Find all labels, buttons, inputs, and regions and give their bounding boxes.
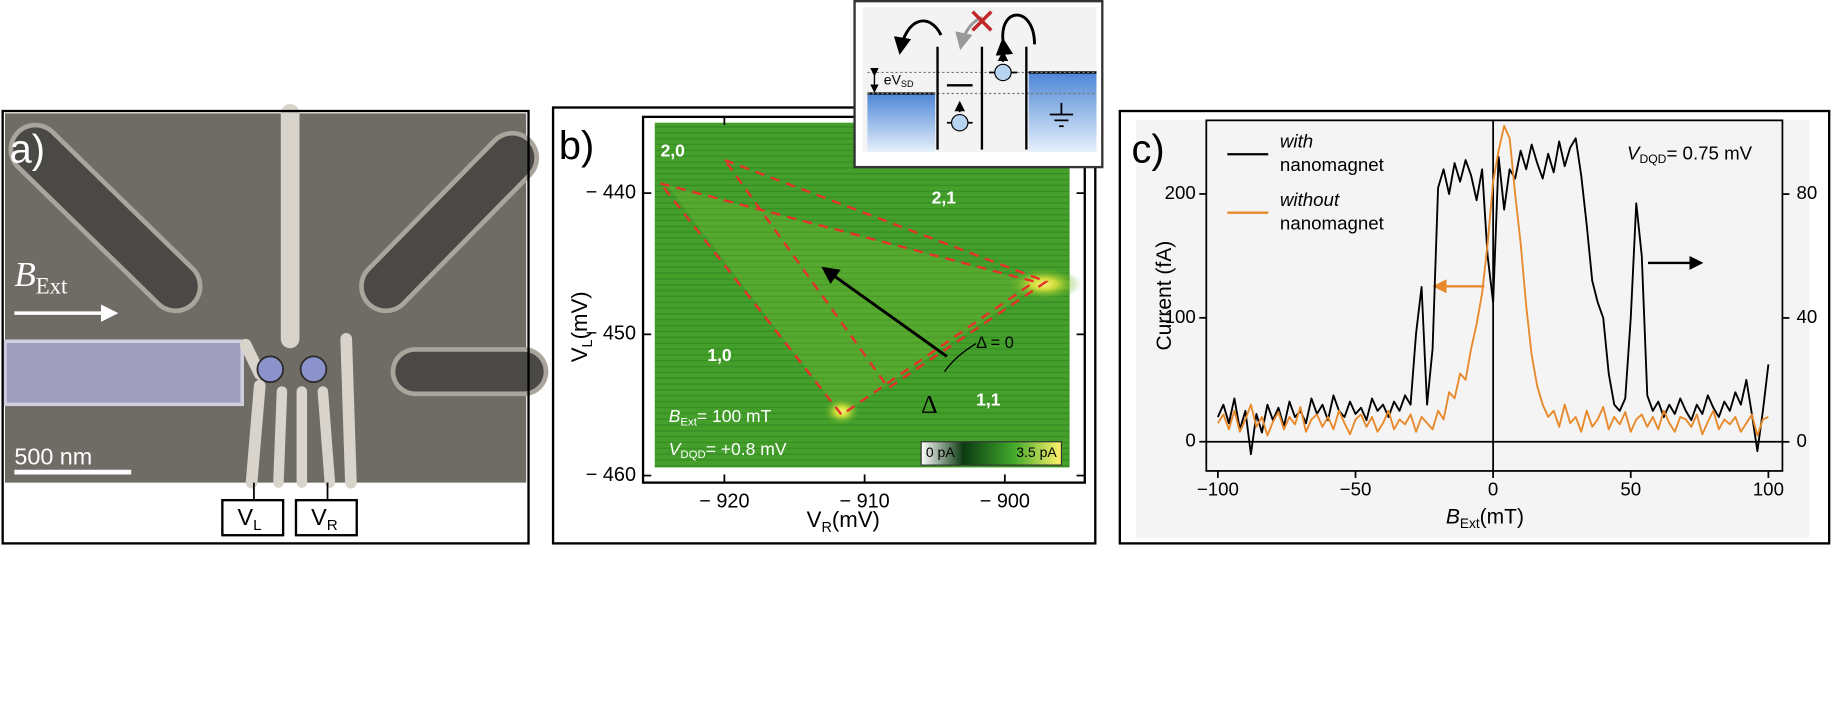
- scale-bar-label: 500 nm: [14, 443, 92, 469]
- dot-right: [299, 355, 328, 384]
- y-tick-label: − 460: [586, 464, 636, 486]
- bias-label-part: eV: [884, 71, 902, 87]
- annotation: BExt= 100 mT: [669, 406, 772, 429]
- panel-label: a): [10, 127, 45, 171]
- y-axis-label-part: V: [567, 347, 592, 362]
- x-axis-label: VR(mV): [807, 507, 880, 536]
- x-tick-label: 100: [1753, 479, 1784, 500]
- gate-box: [294, 498, 358, 537]
- detuning-arrow: [821, 266, 948, 358]
- colorbar-label: 3.5 pA: [1016, 444, 1057, 460]
- colorbar-label: 0 pA: [926, 444, 955, 460]
- y-axis-label-part: (mV): [567, 291, 592, 339]
- series-line: [1217, 137, 1770, 456]
- y-axis-label: VL(mV): [567, 291, 596, 362]
- series-line: [1217, 124, 1769, 437]
- y-tick-label: 0: [1185, 430, 1195, 451]
- annotation-part: = 100 mT: [697, 406, 772, 426]
- y-tick-label: − 440: [586, 181, 636, 203]
- gate-box: [221, 498, 285, 537]
- x-axis-label-part: V: [807, 507, 822, 532]
- x-tick-label: 50: [1620, 479, 1641, 500]
- x-axis-label-part: B: [1446, 505, 1460, 528]
- annotation-part: B: [669, 406, 681, 426]
- x-axis-label-part: (mV): [832, 507, 880, 532]
- gate-label: VL: [238, 504, 262, 534]
- x-axis-label-part: R: [821, 520, 831, 536]
- pointer: [943, 342, 977, 373]
- annotation-part: DQD: [1639, 152, 1666, 166]
- plot-background: [1136, 120, 1810, 538]
- y-tick-label: − 450: [586, 323, 636, 345]
- gate-label-part: V: [311, 504, 327, 530]
- region-label: 1,0: [707, 345, 732, 365]
- gate-label-part: L: [253, 517, 261, 534]
- gate-label: VR: [311, 504, 338, 534]
- panel-label: c): [1132, 127, 1165, 171]
- y-tick-label: 200: [1165, 182, 1196, 203]
- legend-label: with nanomagnet: [1280, 131, 1385, 175]
- y-axis-label-part: L: [580, 339, 596, 347]
- detuning-label: Δ = 0: [976, 334, 1014, 352]
- dot-left: [256, 355, 284, 384]
- x-tick-label: − 920: [699, 491, 749, 513]
- x-tick-label: −100: [1197, 479, 1239, 500]
- annotation-part: Ext: [680, 416, 697, 428]
- detuning-label: Δ: [921, 390, 938, 419]
- panel-label: b): [559, 124, 594, 168]
- y-axis-label: Current (fA): [1153, 241, 1176, 351]
- bias-label: eVSD: [884, 71, 914, 89]
- annotation-part: DQD: [680, 449, 705, 461]
- annotation-part: V: [669, 439, 683, 459]
- gates: [3, 104, 549, 489]
- panel-b: − 920− 910− 900− 440− 450− 460b)VR(mV)VL…: [551, 106, 1097, 545]
- energy-diagram: eVSD: [853, 0, 1104, 169]
- field-label-part: B: [14, 255, 35, 294]
- x-axis-label-part: (mT): [1480, 505, 1524, 528]
- plot-frame: [1205, 119, 1784, 472]
- x-tick-label: − 910: [839, 491, 889, 513]
- y-tick-label: 100: [1165, 306, 1196, 327]
- x-tick-label: − 900: [980, 491, 1030, 513]
- region-label: 1,1: [976, 389, 1001, 409]
- annotation-part: = 0.75 mV: [1666, 142, 1752, 163]
- field-label: BExt: [14, 255, 68, 299]
- annotation: VDQD= +0.8 mV: [669, 439, 787, 462]
- region-label: 2,0: [661, 141, 686, 161]
- y2-tick-label: 0: [1796, 430, 1806, 451]
- gate-label-part: V: [238, 504, 254, 530]
- legend-label: without nanomagnet: [1280, 189, 1385, 233]
- triangles: [657, 157, 1049, 417]
- y2-tick-label: 80: [1796, 182, 1817, 203]
- annotation-part: V: [1627, 142, 1641, 163]
- colorbar: [920, 441, 1062, 466]
- panel-c: −100 −50 0 50 100 0 100 200 0 40 80 with nanomagnet w…: [1118, 109, 1831, 545]
- region-label: 2,1: [932, 187, 957, 207]
- x-tick-label: −50: [1340, 479, 1372, 500]
- gate-label-part: R: [327, 517, 338, 534]
- x-tick-label: 0: [1488, 479, 1498, 500]
- field-label-part: Ext: [36, 274, 68, 299]
- x-axis-label: BExt(mT): [1446, 505, 1524, 530]
- annotation-part: = +0.8 mV: [706, 439, 787, 459]
- annotation: VDQD= 0.75 mV: [1627, 142, 1753, 166]
- panel-frame: [1, 109, 530, 545]
- y2-tick-label: 40: [1796, 306, 1817, 327]
- bias-label-part: SD: [901, 79, 914, 89]
- x-axis-label-part: Ext: [1460, 516, 1480, 531]
